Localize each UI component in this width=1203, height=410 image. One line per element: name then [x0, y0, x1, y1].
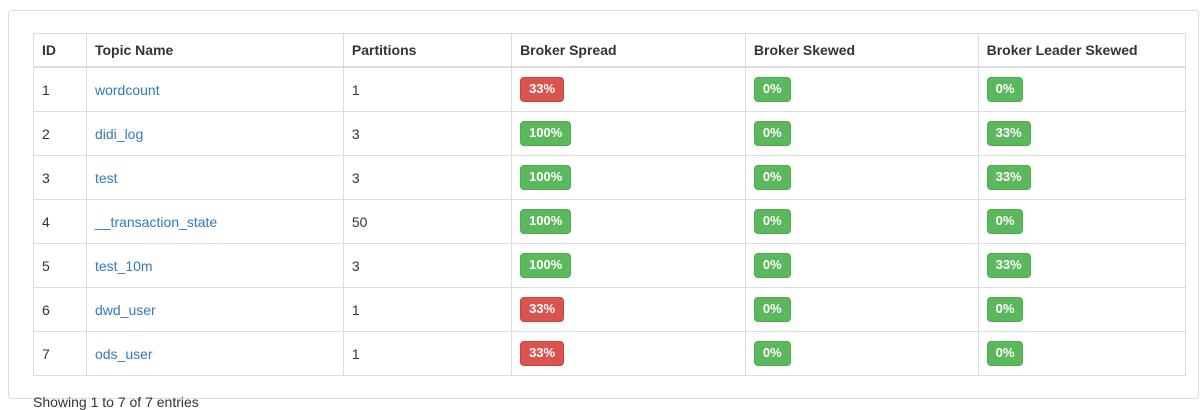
table-row: 2 didi_log 3 100% 0% 33% — [33, 111, 1187, 156]
partitions-cell: 3 — [342, 111, 513, 156]
broker-skewed-badge: 0% — [753, 165, 791, 190]
column-header-broker-leader-skewed[interactable]: Broker Leader Skewed — [977, 33, 1187, 68]
topic-link[interactable]: __transaction_state — [94, 213, 218, 230]
topic-link[interactable]: didi_log — [94, 125, 144, 142]
broker-skewed-badge: 0% — [753, 209, 791, 234]
broker-spread-cell: 100% — [511, 155, 746, 200]
broker-skewed-badge: 0% — [753, 297, 791, 322]
broker-leader-skewed-badge: 33% — [986, 165, 1031, 190]
broker-leader-skewed-badge: 0% — [986, 341, 1024, 366]
broker-leader-skewed-badge: 33% — [986, 253, 1031, 278]
topic-link[interactable]: dwd_user — [94, 301, 156, 318]
broker-skewed-badge: 0% — [753, 253, 791, 278]
broker-spread-badge: 33% — [520, 77, 565, 102]
broker-spread-cell: 33% — [511, 66, 746, 112]
broker-skewed-cell: 0% — [744, 243, 979, 288]
column-header-broker-skewed[interactable]: Broker Skewed — [744, 33, 979, 68]
topic-id-cell: 1 — [33, 66, 87, 112]
table-row: 3 test 3 100% 0% 33% — [33, 155, 1187, 200]
topic-id-cell: 6 — [33, 287, 87, 332]
table-header-row: ID Topic Name Partitions Broker Spread B… — [33, 33, 1187, 68]
topic-name-cell: test_10m — [85, 243, 344, 288]
topic-name-cell: __transaction_state — [85, 199, 344, 244]
topic-name-cell: didi_log — [85, 111, 344, 156]
broker-skewed-cell: 0% — [744, 111, 979, 156]
topic-id-cell: 7 — [33, 331, 87, 376]
broker-leader-skewed-cell: 0% — [977, 287, 1187, 332]
broker-spread-badge: 100% — [520, 253, 572, 278]
broker-leader-skewed-cell: 0% — [977, 331, 1187, 376]
broker-skewed-badge: 0% — [753, 341, 791, 366]
broker-spread-badge: 100% — [520, 165, 572, 190]
partitions-cell: 1 — [342, 287, 513, 332]
table-row: 4 __transaction_state 50 100% 0% 0% — [33, 199, 1187, 244]
topic-link[interactable]: ods_user — [94, 345, 153, 362]
broker-spread-cell: 33% — [511, 331, 746, 376]
broker-spread-cell: 100% — [511, 243, 746, 288]
topic-id-cell: 2 — [33, 111, 87, 156]
table-row: 5 test_10m 3 100% 0% 33% — [33, 243, 1187, 288]
broker-skewed-cell: 0% — [744, 199, 979, 244]
table-entries-summary: Showing 1 to 7 of 7 entries — [33, 394, 199, 410]
broker-skewed-cell: 0% — [744, 287, 979, 332]
broker-leader-skewed-badge: 0% — [986, 209, 1024, 234]
broker-leader-skewed-cell: 33% — [977, 243, 1187, 288]
broker-spread-cell: 33% — [511, 287, 746, 332]
table-row: 6 dwd_user 1 33% 0% 0% — [33, 287, 1187, 332]
table-row: 1 wordcount 1 33% 0% 0% — [33, 66, 1187, 112]
column-header-id[interactable]: ID — [33, 33, 87, 68]
broker-leader-skewed-cell: 0% — [977, 199, 1187, 244]
topic-link[interactable]: test_10m — [94, 257, 153, 274]
partitions-cell: 1 — [342, 66, 513, 112]
broker-spread-cell: 100% — [511, 199, 746, 244]
broker-spread-cell: 100% — [511, 111, 746, 156]
column-header-topic-name[interactable]: Topic Name — [85, 33, 344, 68]
broker-spread-badge: 100% — [520, 209, 572, 234]
broker-skewed-cell: 0% — [744, 155, 979, 200]
topic-id-cell: 4 — [33, 199, 87, 244]
broker-skewed-badge: 0% — [753, 77, 791, 102]
topic-name-cell: wordcount — [85, 66, 344, 112]
broker-skewed-cell: 0% — [744, 331, 979, 376]
topic-id-cell: 5 — [33, 243, 87, 288]
broker-skewed-cell: 0% — [744, 66, 979, 112]
topic-name-cell: test — [85, 155, 344, 200]
partitions-cell: 1 — [342, 331, 513, 376]
partitions-cell: 3 — [342, 155, 513, 200]
topic-link[interactable]: test — [94, 169, 118, 186]
broker-leader-skewed-badge: 33% — [986, 121, 1031, 146]
topic-link[interactable]: wordcount — [94, 81, 160, 98]
topic-name-cell: dwd_user — [85, 287, 344, 332]
column-header-partitions[interactable]: Partitions — [342, 33, 513, 68]
topics-table: ID Topic Name Partitions Broker Spread B… — [33, 33, 1187, 376]
broker-leader-skewed-badge: 0% — [986, 77, 1024, 102]
topics-panel: ID Topic Name Partitions Broker Spread B… — [8, 10, 1199, 410]
partitions-cell: 3 — [342, 243, 513, 288]
topic-id-cell: 3 — [33, 155, 87, 200]
topic-name-cell: ods_user — [85, 331, 344, 376]
broker-leader-skewed-badge: 0% — [986, 297, 1024, 322]
partitions-cell: 50 — [342, 199, 513, 244]
table-row: 7 ods_user 1 33% 0% 0% — [33, 331, 1187, 376]
broker-leader-skewed-cell: 33% — [977, 111, 1187, 156]
broker-leader-skewed-cell: 0% — [977, 66, 1187, 112]
column-header-broker-spread[interactable]: Broker Spread — [511, 33, 746, 68]
broker-leader-skewed-cell: 33% — [977, 155, 1187, 200]
broker-spread-badge: 33% — [520, 297, 565, 322]
broker-spread-badge: 100% — [520, 121, 572, 146]
broker-spread-badge: 33% — [520, 341, 565, 366]
broker-skewed-badge: 0% — [753, 121, 791, 146]
